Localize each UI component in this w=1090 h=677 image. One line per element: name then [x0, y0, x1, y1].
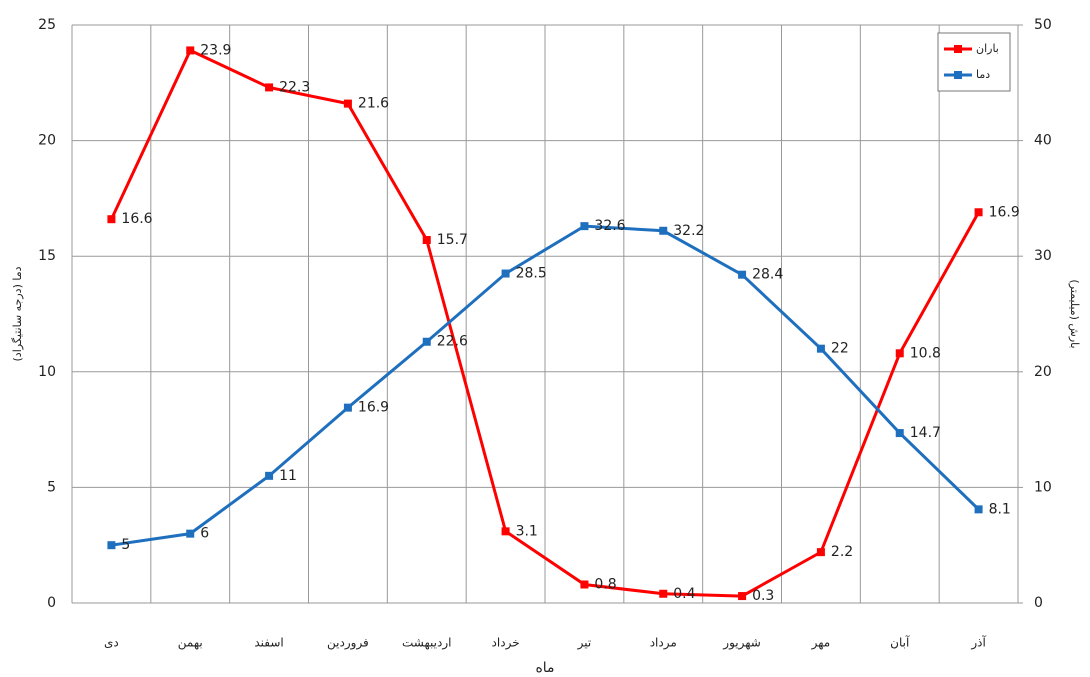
- data-label: 3.1: [516, 523, 538, 539]
- x-tick-label: مهر: [811, 636, 831, 651]
- data-point: [186, 529, 195, 538]
- data-label: 11: [279, 468, 297, 484]
- x-tick-label: شهریور: [722, 636, 761, 651]
- data-point: [265, 471, 274, 480]
- data-label: 16.9: [358, 400, 389, 416]
- data-point: [422, 236, 431, 245]
- legend-marker: [954, 45, 962, 53]
- legend-marker: [954, 71, 962, 79]
- data-point: [895, 429, 904, 438]
- legend-label: دما: [976, 68, 990, 81]
- data-point: [974, 505, 983, 514]
- data-label: 0.4: [673, 586, 695, 602]
- data-label: 16.6: [121, 211, 152, 227]
- data-point: [974, 208, 983, 217]
- data-label: 28.5: [516, 266, 547, 282]
- x-axis-title: ماه: [535, 660, 554, 676]
- data-point: [738, 270, 747, 279]
- data-label: 16.9: [989, 204, 1020, 220]
- data-point: [501, 269, 510, 278]
- y-axis-title: دما (درجه سانتیگراد): [11, 266, 24, 361]
- series-line: [111, 224, 980, 547]
- y2-tick-label: 10: [1034, 479, 1052, 495]
- legend-box: [937, 32, 1011, 92]
- data-point: [580, 580, 589, 589]
- data-point: [343, 403, 352, 412]
- data-label: 28.4: [752, 267, 783, 283]
- x-tick-label: آبان: [890, 635, 910, 650]
- y2-tick-label: 30: [1034, 248, 1052, 264]
- data-label: 32.6: [594, 218, 625, 234]
- data-point: [659, 226, 668, 235]
- data-point: [422, 337, 431, 346]
- x-tick-label: دی: [104, 636, 119, 650]
- data-point: [265, 83, 274, 92]
- data-point: [659, 589, 668, 598]
- y-tick-label: 0: [47, 595, 56, 611]
- x-tick-label: فروردین: [327, 636, 369, 651]
- data-point: [343, 99, 352, 108]
- data-point: [816, 344, 825, 353]
- data-point: [107, 541, 116, 550]
- data-label: 8.1: [989, 501, 1011, 517]
- x-tick-label: تیر: [577, 636, 592, 651]
- data-point: [107, 215, 116, 224]
- x-tick-label: اردیبهشت: [402, 636, 451, 651]
- y-tick-label: 15: [38, 248, 56, 264]
- x-tick-label: آذر: [970, 635, 986, 651]
- y2-tick-label: 20: [1034, 364, 1052, 380]
- data-point: [580, 222, 589, 231]
- data-label: 5: [121, 537, 130, 553]
- data-point: [501, 527, 510, 536]
- data-label: 0.3: [752, 588, 774, 604]
- y2-tick-label: 50: [1034, 17, 1052, 33]
- y2-tick-label: 40: [1034, 133, 1052, 149]
- data-label: 22: [831, 341, 849, 357]
- y-tick-label: 25: [38, 17, 56, 33]
- data-label: 10.8: [910, 345, 941, 361]
- data-label: 14.7: [910, 425, 941, 441]
- x-tick-label: اسفند: [254, 636, 283, 650]
- data-label: 32.2: [673, 223, 704, 239]
- data-label: 22.3: [279, 79, 310, 95]
- data-label: 22.6: [437, 334, 468, 350]
- y-tick-label: 20: [38, 133, 56, 149]
- data-label: 2.2: [831, 544, 853, 560]
- y2-axis-title: بارش (میلیمتر): [1068, 279, 1081, 348]
- data-label: 15.7: [437, 232, 468, 248]
- data-point: [816, 548, 825, 557]
- data-point: [738, 592, 747, 601]
- legend-label: باران: [976, 42, 999, 55]
- data-label: 23.9: [200, 42, 231, 58]
- x-tick-label: خرداد: [492, 636, 520, 651]
- data-label: 6: [200, 526, 209, 542]
- y-tick-label: 5: [47, 479, 56, 495]
- x-tick-label: مرداد: [650, 636, 677, 651]
- data-point: [895, 349, 904, 358]
- y2-tick-label: 0: [1034, 595, 1043, 611]
- series-line: [110, 48, 980, 598]
- data-label: 0.8: [594, 577, 616, 593]
- x-tick-label: بهمن: [178, 636, 203, 651]
- data-label: 21.6: [358, 96, 389, 112]
- data-point: [186, 46, 195, 55]
- y-tick-label: 10: [38, 364, 56, 380]
